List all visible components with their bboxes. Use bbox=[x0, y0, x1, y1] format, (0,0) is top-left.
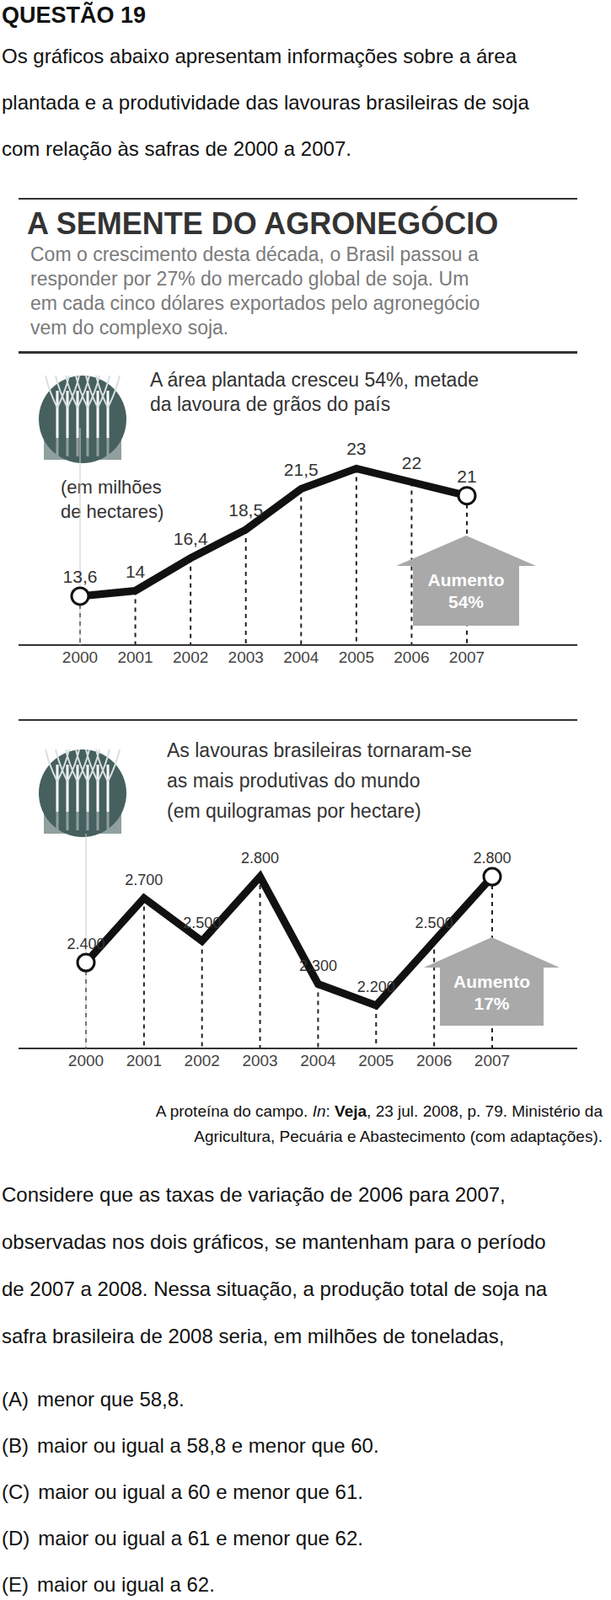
svg-text:2004: 2004 bbox=[283, 648, 320, 667]
html-text:Com o crescimento desta década: Com o crescimento desta década, o Brasil… bbox=[30, 243, 479, 266]
html-text:A proteína do campo. In: Veja,: A proteína do campo. In: Veja, 23 jul. 2… bbox=[155, 1103, 603, 1121]
svg-text:2.800: 2.800 bbox=[472, 850, 511, 868]
html-text:as mais produtivas do mundo: as mais produtivas do mundo bbox=[166, 770, 421, 793]
html-text:(em milhões: (em milhões bbox=[60, 477, 162, 499]
svg-text:22: 22 bbox=[401, 453, 422, 473]
html-text:responder por 27% do mercado g: responder por 27% do mercado global de s… bbox=[30, 267, 469, 290]
html-text:Aumento: Aumento bbox=[427, 570, 505, 590]
svg-text:2.300: 2.300 bbox=[299, 958, 338, 976]
svg-text:2005: 2005 bbox=[338, 648, 375, 667]
html-text:safra brasileira de 2008 seria: safra brasileira de 2008 seria, em milhõ… bbox=[1, 1325, 505, 1349]
svg-text:21: 21 bbox=[456, 466, 477, 487]
svg-text:2007: 2007 bbox=[449, 648, 485, 667]
html-text:17%: 17% bbox=[474, 994, 510, 1014]
html-text:(D) maior ou igual a 61 e meno: (D) maior ou igual a 61 e menor que 62. bbox=[1, 1527, 364, 1551]
svg-text:18,5: 18,5 bbox=[228, 500, 263, 520]
svg-text:2.200: 2.200 bbox=[357, 979, 396, 997]
html-text:(C) maior ou igual a 60 e meno: (C) maior ou igual a 60 e menor que 61. bbox=[1, 1481, 364, 1505]
svg-text:2.400: 2.400 bbox=[66, 936, 105, 954]
html-text:maior ou igual a 58,8 e menor: maior ou igual a 58,8 e menor que 60. bbox=[37, 1435, 379, 1458]
html-text:A área plantada cresceu 54%, m: A área plantada cresceu 54%, metade bbox=[150, 369, 479, 392]
svg-text:2007: 2007 bbox=[474, 1052, 510, 1071]
html-text:Agricultura, Pecuária e Abaste: Agricultura, Pecuária e Abastecimento (c… bbox=[194, 1128, 603, 1147]
svg-text:2002: 2002 bbox=[184, 1052, 220, 1071]
html-text:de 2007 a 2008. Nessa situação: de 2007 a 2008. Nessa situação, a produç… bbox=[1, 1278, 548, 1302]
html-text:A SEMENTE DO AGRONEGÓCIO: A SEMENTE DO AGRONEGÓCIO bbox=[26, 206, 499, 242]
svg-text:2001: 2001 bbox=[126, 1052, 162, 1071]
html-text:As lavouras brasileiras tornar: As lavouras brasileiras tornaram-se bbox=[166, 739, 472, 762]
html-text:em cada cinco dólares exportad: em cada cinco dólares exportados pelo ag… bbox=[30, 292, 480, 315]
svg-text:23: 23 bbox=[346, 439, 366, 459]
svg-text:2005: 2005 bbox=[358, 1052, 394, 1071]
html-text:(em quilogramas por hectare): (em quilogramas por hectare) bbox=[166, 800, 422, 823]
html-text:(B): (B) bbox=[1, 1435, 29, 1458]
svg-text:2004: 2004 bbox=[300, 1052, 337, 1071]
html-text:(E) maior ou igual a 62.: (E) maior ou igual a 62. bbox=[1, 1574, 215, 1598]
svg-text:16,4: 16,4 bbox=[173, 529, 209, 549]
svg-text:2006: 2006 bbox=[416, 1052, 452, 1071]
svg-text:2001: 2001 bbox=[117, 648, 153, 667]
svg-text:2006: 2006 bbox=[393, 648, 429, 667]
svg-text:14: 14 bbox=[125, 562, 146, 582]
html-text:plantada e a produtividade das: plantada e a produtividade das lavouras … bbox=[1, 91, 529, 114]
svg-text:2003: 2003 bbox=[228, 648, 264, 667]
svg-text:2000: 2000 bbox=[62, 648, 98, 667]
html-text:da lavoura de grãos do país: da lavoura de grãos do país bbox=[150, 393, 391, 416]
html-text:Aumento: Aumento bbox=[453, 972, 531, 992]
html-text:observadas nos dois gráficos,: observadas nos dois gráficos, se mantenh… bbox=[1, 1231, 546, 1255]
svg-text:21,5: 21,5 bbox=[284, 460, 319, 480]
svg-text:2003: 2003 bbox=[241, 1052, 278, 1071]
html-text:de hectares): de hectares) bbox=[60, 501, 164, 523]
svg-text:2000: 2000 bbox=[68, 1052, 104, 1071]
svg-text:2.700: 2.700 bbox=[124, 872, 163, 890]
svg-text:2002: 2002 bbox=[172, 648, 209, 667]
svg-text:2.800: 2.800 bbox=[241, 850, 279, 868]
html-text:vem do complexo soja.: vem do complexo soja. bbox=[30, 316, 229, 339]
html-text:QUESTÃO 19: QUESTÃO 19 bbox=[1, 2, 146, 28]
svg-text:2.500: 2.500 bbox=[415, 915, 454, 933]
html-text:Considere que as taxas de vari: Considere que as taxas de variação de 20… bbox=[1, 1184, 506, 1207]
svg-text:2.500: 2.500 bbox=[182, 915, 221, 933]
html-text:(A) menor que 58,8.: (A) menor que 58,8. bbox=[1, 1388, 185, 1412]
svg-text:13,6: 13,6 bbox=[63, 567, 98, 587]
html-text:Os gráficos abaixo apresentam: Os gráficos abaixo apresentam informaçõe… bbox=[1, 44, 517, 68]
html-text:54%: 54% bbox=[448, 592, 484, 612]
html-text:com relação às safras de 2000: com relação às safras de 2000 a 2007. bbox=[1, 137, 352, 161]
